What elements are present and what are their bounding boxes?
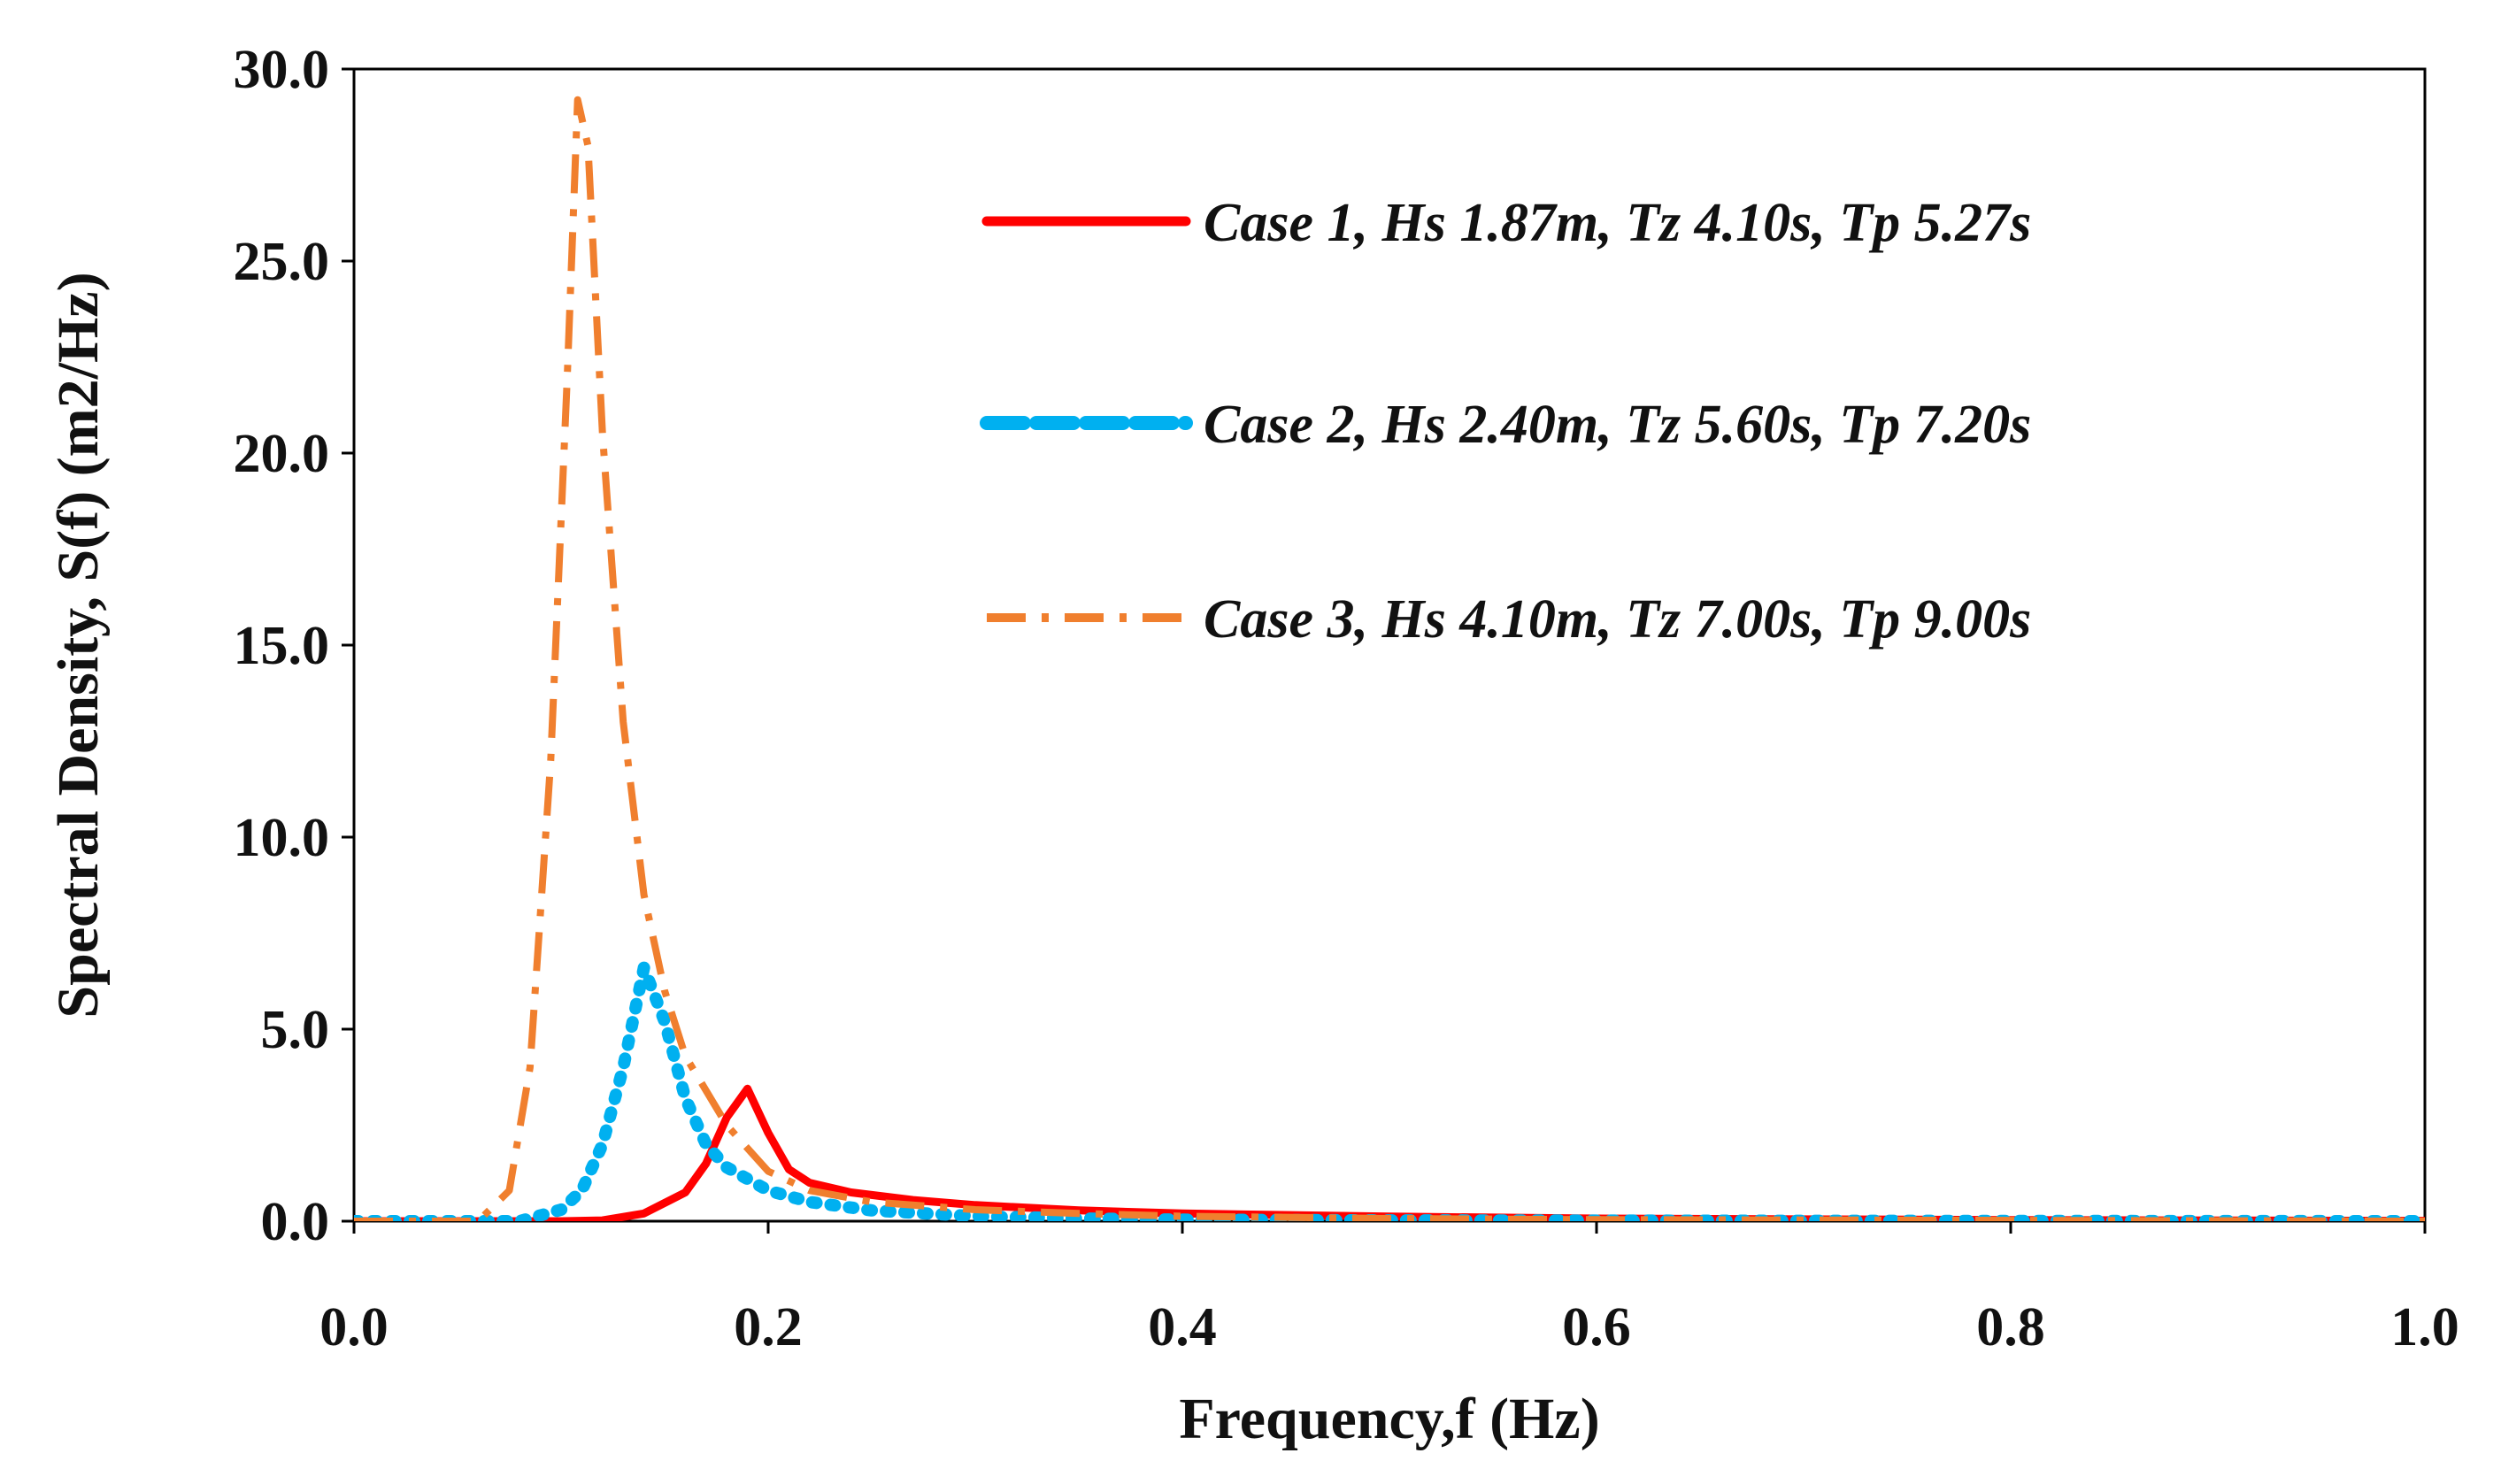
series-line-case-3 bbox=[354, 96, 2425, 1221]
y-tick-label: 15.0 bbox=[234, 616, 330, 676]
series-layer bbox=[354, 96, 2425, 1221]
legend-label-case-3: Case 3, Hs 4.10m, Tz 7.00s, Tp 9.00s bbox=[1204, 589, 2031, 650]
y-tick-label: 0.0 bbox=[261, 1192, 330, 1252]
y-axis-title: Spectral Density, S(f) (m2/Hz) bbox=[46, 272, 111, 1018]
y-tick-label: 5.0 bbox=[261, 1000, 330, 1060]
x-tick-label: 0.4 bbox=[1148, 1297, 1217, 1357]
y-tick-label: 30.0 bbox=[234, 40, 330, 100]
legend-label-case-1: Case 1, Hs 1.87m, Tz 4.10s, Tp 5.27s bbox=[1204, 193, 2031, 253]
legend: Case 1, Hs 1.87m, Tz 4.10s, Tp 5.27s Case… bbox=[980, 193, 2031, 650]
y-tick-label: 25.0 bbox=[234, 232, 330, 292]
x-tick-label: 0.0 bbox=[319, 1297, 389, 1357]
y-tick-label: 10.0 bbox=[234, 808, 330, 868]
x-tick-label: 0.2 bbox=[734, 1297, 803, 1357]
legend-label-case-2: Case 2, Hs 2.40m, Tz 5.60s, Tp 7.20s bbox=[1204, 395, 2031, 455]
x-axis-title: Frequency,f (Hz) bbox=[1179, 1387, 1599, 1451]
x-axis-ticks: 0.0 0.2 0.4 0.6 0.8 1.0 bbox=[319, 1221, 2459, 1357]
y-axis-ticks: 0.0 5.0 10.0 15.0 20.0 25.0 30.0 bbox=[234, 40, 354, 1252]
x-tick-label: 1.0 bbox=[2390, 1297, 2459, 1357]
x-tick-label: 0.6 bbox=[1562, 1297, 1631, 1357]
series-line-case-2 bbox=[354, 961, 2425, 1221]
y-tick-label: 20.0 bbox=[234, 424, 330, 484]
x-tick-label: 0.8 bbox=[1976, 1297, 2045, 1357]
